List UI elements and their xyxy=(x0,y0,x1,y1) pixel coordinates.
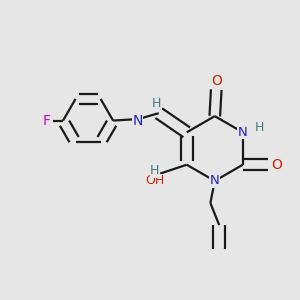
Text: N: N xyxy=(238,126,248,139)
Text: H: H xyxy=(152,97,161,110)
Text: O: O xyxy=(211,74,222,88)
Text: OH: OH xyxy=(145,174,165,188)
Text: N: N xyxy=(132,114,143,128)
Text: F: F xyxy=(43,114,51,128)
Text: N: N xyxy=(210,174,220,188)
Text: H: H xyxy=(254,121,264,134)
Text: H: H xyxy=(150,164,160,177)
Text: O: O xyxy=(271,158,282,172)
